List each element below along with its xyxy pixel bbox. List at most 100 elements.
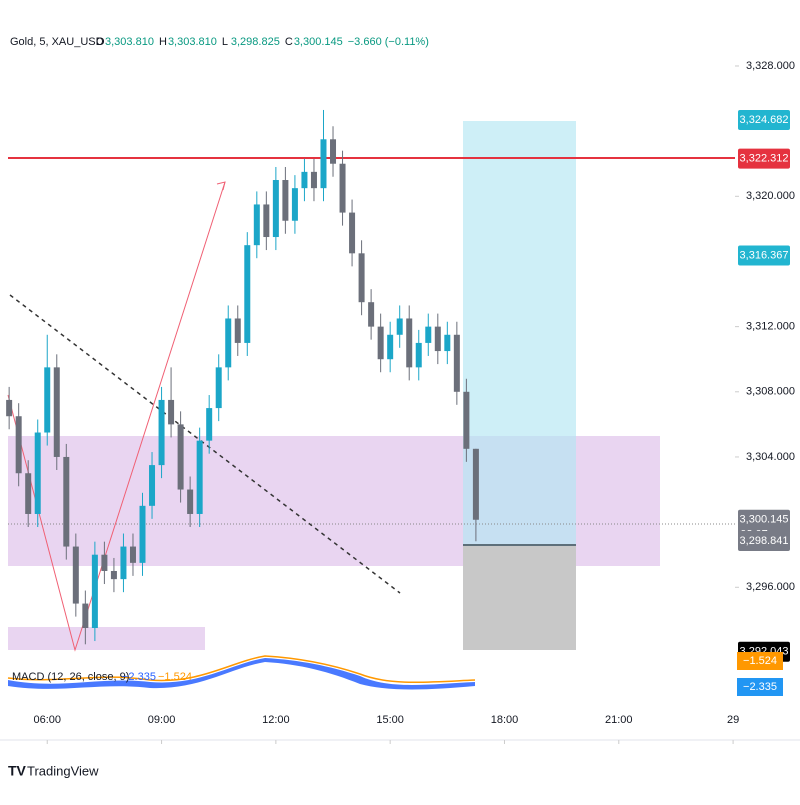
ohlc-value: 3,303.810 — [168, 36, 217, 48]
ohlc-key: C — [285, 36, 293, 48]
price-tag-label: 3,300.145 — [740, 514, 789, 526]
stop-box — [463, 545, 576, 650]
candle-body — [339, 163, 346, 213]
y-tick-label: 3,328.000 — [746, 60, 795, 72]
candle-body — [234, 318, 241, 343]
candle-body — [158, 399, 165, 466]
candle-body — [415, 342, 422, 368]
target-box — [463, 121, 576, 545]
header-ohlc: O 3,303.810 H 3,303.810 L 3,298.825 C 3,300.145… — [96, 36, 429, 48]
ohlc-key: L — [222, 36, 228, 48]
candle-body — [25, 473, 32, 514]
zone — [8, 627, 205, 650]
y-tick-label: 3,308.000 — [746, 386, 795, 398]
candle-body — [196, 440, 203, 514]
candle-body — [63, 456, 70, 547]
candle-body — [330, 139, 337, 164]
candle-body — [72, 546, 79, 604]
macd-name: MACD (12, 26, close, 9) — [12, 671, 129, 683]
candle-body — [168, 399, 175, 425]
candle-body — [444, 334, 451, 352]
candle-body — [253, 204, 260, 246]
candle-body — [215, 367, 222, 409]
candle-body — [187, 489, 194, 514]
candle-body — [387, 334, 394, 360]
price-tag — [738, 245, 790, 266]
candle-body — [15, 416, 22, 474]
candle-body — [6, 399, 13, 417]
candle-body — [177, 424, 184, 490]
brand: TradingView — [27, 763, 99, 778]
signal-tag-label: −1.524 — [743, 655, 777, 667]
ohlc-value: 3,303.810 — [105, 36, 154, 48]
candle-body — [149, 465, 156, 506]
x-tick-label: 15:00 — [376, 714, 404, 726]
candle-body — [34, 432, 41, 514]
macd-tag-label: −2.335 — [743, 681, 777, 693]
ohlc-value: 3,300.145 — [294, 36, 343, 48]
price-tag — [738, 530, 790, 551]
candle-body — [349, 212, 356, 254]
candle-body — [244, 245, 251, 343]
signal-line — [7, 655, 476, 684]
candle-body — [368, 302, 375, 327]
x-tick-label: 09:00 — [148, 714, 176, 726]
y-tick-label: 3,304.000 — [746, 451, 795, 463]
signal-value: −1.524 — [158, 671, 192, 683]
candle-body — [425, 326, 432, 343]
macd-tag — [737, 678, 783, 696]
trend-line — [9, 294, 401, 594]
candle-body — [472, 448, 479, 520]
x-tick-label: 18:00 — [491, 714, 519, 726]
candle-body — [53, 367, 60, 457]
candle-body — [225, 318, 232, 368]
y-tick-label: 3,320.000 — [746, 190, 795, 202]
candle-body — [272, 180, 279, 238]
price-tag-label: 3,324.682 — [740, 114, 789, 126]
candle-body — [301, 171, 308, 189]
ohlc-key: H — [159, 36, 167, 48]
macd-value: −2.335 — [122, 671, 156, 683]
candle-body — [463, 391, 470, 449]
x-tick-label: 21:00 — [605, 714, 633, 726]
ohlc-value: 3,298.825 — [231, 36, 280, 48]
candle-body — [291, 188, 298, 221]
x-tick-label: 29 — [727, 714, 739, 726]
candle-body — [263, 204, 270, 238]
candle-body — [282, 180, 289, 221]
candle-body — [91, 554, 98, 629]
x-tick-label: 12:00 — [262, 714, 290, 726]
change: −3.660 (−0.11%) — [348, 36, 429, 48]
signal-tag — [737, 652, 783, 670]
candle-body — [44, 367, 51, 433]
price-tag-label: 3,316.367 — [740, 249, 789, 261]
candle-body — [377, 326, 384, 360]
candle-body — [101, 554, 108, 571]
price-tag — [738, 148, 790, 169]
price-tag-label: 3,298.841 — [740, 535, 789, 547]
candle-body — [310, 171, 317, 189]
candle-body — [82, 603, 89, 629]
candle-body — [129, 546, 136, 563]
candle-body — [358, 253, 365, 303]
ohlc-key: O — [96, 36, 105, 48]
candle-body — [320, 139, 327, 189]
arrow-head — [216, 181, 226, 191]
candle-body — [406, 318, 413, 368]
y-tick-label: 3,296.000 — [746, 581, 795, 593]
macd-area — [8, 658, 475, 690]
x-tick-label: 06:00 — [33, 714, 61, 726]
candle-body — [120, 546, 127, 580]
logo: TV — [8, 763, 27, 779]
price-tag-label: 3,322.312 — [740, 153, 789, 165]
candle-body — [206, 408, 213, 441]
candle-body — [139, 505, 146, 563]
candle-body — [434, 326, 441, 352]
y-tick-label: 3,312.000 — [746, 321, 795, 333]
price-tag — [738, 110, 790, 131]
header-symbol: Gold, 5, XAU_USD — [10, 36, 104, 48]
plot: 3,328.000 3,320.000 3,312.000 3,308.000 3,30… — [6, 60, 795, 744]
candle-body — [453, 334, 460, 392]
candle-body — [396, 318, 403, 335]
